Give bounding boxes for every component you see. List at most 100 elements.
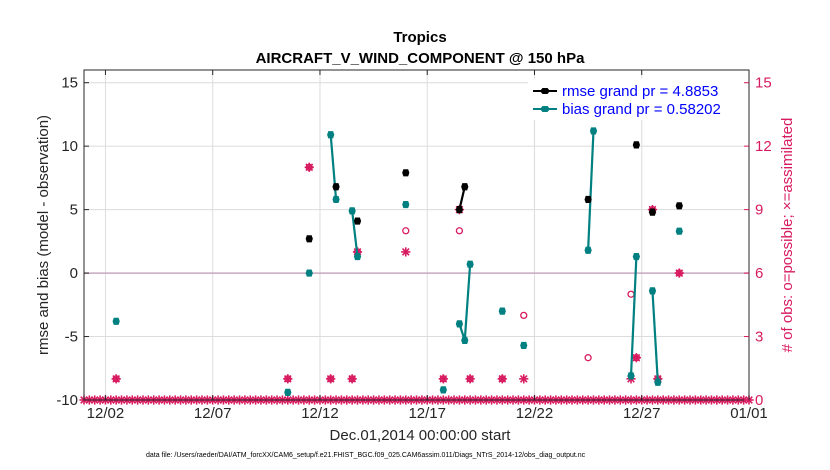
possible-obs-marker: [402, 227, 410, 235]
possible-obs-marker: [584, 354, 592, 362]
assimilated-obs-marker: [401, 247, 411, 257]
rmse-point: [648, 208, 657, 216]
y2-tick-label: 12: [755, 138, 772, 155]
legend-box: [528, 78, 744, 120]
bias-point: [305, 269, 313, 277]
x-tick-label: 12/27: [623, 405, 661, 422]
legend-bias-marker: [540, 106, 550, 112]
bias-point: [632, 252, 640, 261]
rmse-point: [332, 183, 340, 191]
assimilated-star-stroke: [675, 269, 684, 277]
y-tick-label: 10: [61, 138, 78, 155]
bias-point: [584, 246, 592, 254]
y-axis-label: rmse and bias (model - observation): [35, 115, 52, 355]
data-series: [112, 127, 683, 396]
assimilated-obs-marker: [465, 374, 475, 384]
bias-point: [498, 307, 506, 315]
y-tick-label: 15: [61, 75, 78, 92]
assimilated-star-stroke: [348, 374, 357, 383]
y2-tick-label: 15: [755, 75, 772, 92]
y-tick-label: -5: [65, 329, 78, 346]
assimilated-star-stroke: [305, 163, 314, 172]
assimilated-star-stroke: [401, 248, 410, 256]
bias-point: [461, 336, 469, 344]
x-tick-label: 01/01: [730, 405, 768, 422]
assimilated-obs-marker: [304, 162, 314, 172]
bias-point: [675, 227, 683, 235]
assimilated-obs-marker: [347, 374, 357, 384]
legend-rmse-marker: [540, 88, 550, 94]
assimilated-star-stroke: [283, 374, 292, 383]
bias-point: [353, 252, 362, 261]
bias-point: [348, 207, 356, 215]
bias-line: [458, 264, 472, 341]
y2-tick-label: 9: [755, 202, 763, 219]
possible-obs-marker: [520, 311, 528, 320]
chart-title: Tropics: [393, 29, 446, 46]
bias-point: [627, 372, 635, 380]
plot-frame: [83, 69, 750, 401]
bias-line: [651, 290, 659, 383]
x-tick-label: 12/17: [408, 405, 446, 422]
assimilated-star-stroke: [439, 374, 448, 383]
rmse-point: [402, 169, 410, 177]
footer-data-file: data file: /Users/raeder/DAI/ATM_forcXX/…: [146, 452, 586, 459]
x-tick-label: 12/12: [301, 405, 339, 422]
legend-rmse-label: rmse grand pr = 4.8853: [562, 83, 718, 100]
chart-subtitle: AIRCRAFT_V_WIND_COMPONENT @ 150 hPa: [256, 50, 586, 67]
y-tick-label: -10: [56, 392, 78, 409]
bias-point: [589, 127, 598, 135]
assimilated-obs-marker: [497, 374, 507, 384]
rmse-point: [461, 183, 469, 191]
legend: rmse grand pr = 4.8853 bias grand pr = 0…: [528, 78, 744, 120]
x-tick-label: 12/02: [87, 405, 125, 422]
bias-point: [439, 386, 447, 394]
x-axis-label: Dec.01,2014 00:00:00 start: [330, 427, 512, 444]
bias-point: [332, 195, 340, 204]
bias-point: [284, 388, 292, 396]
y2-tick-label: 0: [755, 392, 763, 409]
y2-tick-label: 6: [755, 265, 763, 282]
bias-point: [520, 341, 528, 350]
assimilated-star-stroke: [112, 374, 121, 383]
bias-line: [587, 130, 595, 251]
bias-point: [455, 320, 464, 328]
legend-bias-label: bias grand pr = 0.58202: [562, 101, 721, 118]
bias-line: [351, 210, 359, 257]
bias-line: [629, 256, 638, 376]
assimilated-star-stroke: [466, 374, 475, 383]
bias-point: [402, 200, 410, 209]
assimilated-obs-marker: [631, 353, 641, 363]
rmse-point: [584, 195, 592, 204]
bias-point: [466, 260, 474, 268]
bias-point: [327, 131, 335, 139]
y2-tick-label: 3: [755, 329, 763, 346]
rmse-point: [675, 202, 683, 210]
assimilated-star-stroke: [632, 353, 641, 362]
rmse-point: [632, 141, 640, 149]
assimilated-obs-marker: [326, 374, 336, 384]
y2-axis-label: # of obs: o=possible; ×=assimilated: [779, 118, 796, 353]
rmse-point: [353, 217, 362, 225]
x-tick-label: 12/22: [516, 405, 554, 422]
possible-obs-marker: [627, 290, 635, 298]
y-tick-label: 5: [70, 202, 78, 219]
possible-obs-marker: [455, 227, 464, 235]
assimilated-obs-marker: [674, 268, 684, 278]
bias-point: [654, 378, 662, 386]
rmse-point: [305, 235, 313, 243]
rmse-line: [458, 186, 466, 210]
assimilated-obs-marker: [438, 374, 448, 384]
y-tick-label: 0: [70, 265, 78, 282]
observation-markers: [79, 99, 754, 405]
assimilated-star-stroke: [519, 374, 528, 383]
assimilated-obs-marker: [111, 374, 121, 384]
assimilated-star-stroke: [498, 374, 507, 383]
axis-ticks: 12/02 12/07 12/12 12/17 12/22 12/27 01/01 -10 -5…: [56, 70, 772, 422]
assimilated-obs-marker: [519, 374, 529, 384]
assimilated-star-stroke: [326, 374, 335, 383]
bias-point: [648, 287, 657, 295]
bias-point: [112, 317, 120, 325]
rmse-point: [455, 206, 464, 214]
